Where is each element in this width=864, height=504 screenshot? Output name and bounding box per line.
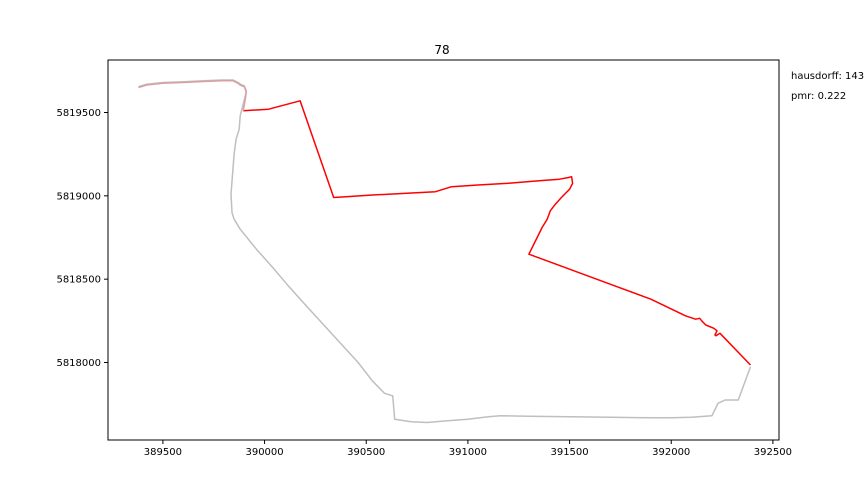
x-tick-label: 389500 [144,447,182,458]
x-tick-label: 391000 [449,447,487,458]
y-tick-label: 5819500 [56,108,101,119]
y-tick-label: 5819000 [56,191,101,202]
x-tick-label: 392500 [754,447,792,458]
y-tick-label: 5818000 [56,358,101,369]
x-tick-label: 390500 [347,447,385,458]
x-tick-label: 392000 [652,447,690,458]
series-layer [138,79,752,424]
x-tick-label: 391500 [550,447,588,458]
series-line-red-track [243,100,752,366]
series-line-overlap-track [138,80,248,111]
axes-frame [107,59,780,441]
chart-title: 78 [434,43,449,57]
pmr-annotation: pmr: 0.222 [791,91,846,102]
hausdorff-annotation: hausdorff: 143 [791,71,864,82]
x-tick-label: 390000 [245,447,283,458]
x-axis: 389500 390000 390500 391000 391500 392000 3925… [144,440,792,458]
y-tick-label: 5818500 [56,275,101,286]
y-axis: 5818000 5818500 5819000 5819500 [56,108,108,369]
